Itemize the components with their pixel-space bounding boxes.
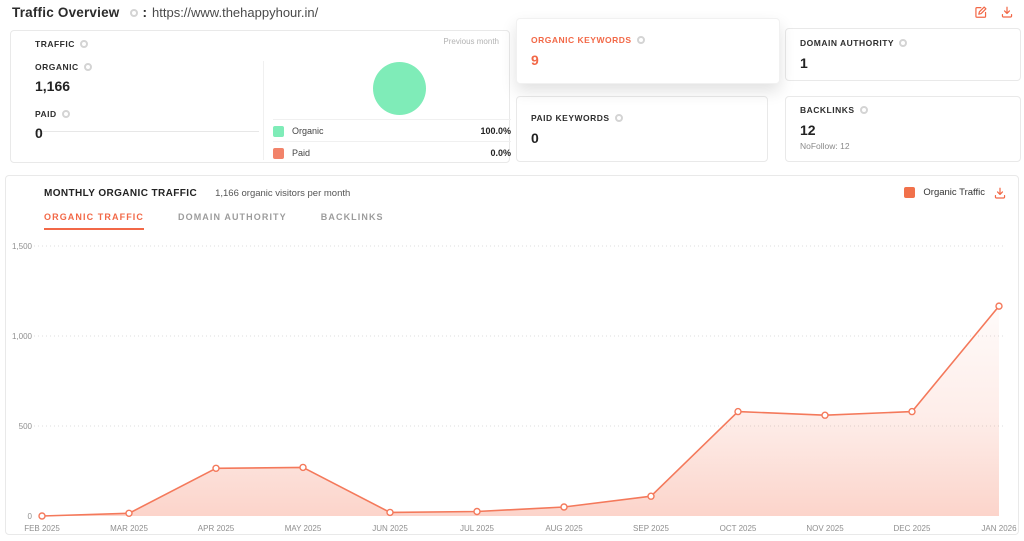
- organic-swatch: [273, 125, 284, 137]
- download-chart-icon[interactable]: [993, 186, 1006, 199]
- paid-label: PAID: [35, 109, 70, 119]
- previous-month-label: Previous month: [443, 37, 499, 46]
- svg-text:APR 2025: APR 2025: [198, 524, 235, 533]
- chart-tabs: ORGANIC TRAFFIC DOMAIN AUTHORITY BACKLIN…: [44, 212, 384, 230]
- pie-legend-organic: Organic 100.0%: [273, 119, 511, 142]
- svg-text:NOV 2025: NOV 2025: [806, 524, 844, 533]
- organic-value: 1,166: [35, 78, 71, 94]
- organic-traffic-swatch: [904, 187, 916, 198]
- paid-value: 0: [35, 125, 43, 141]
- svg-text:AUG 2025: AUG 2025: [545, 524, 583, 533]
- info-icon[interactable]: [899, 39, 908, 47]
- traffic-pie-chart: [373, 62, 426, 115]
- svg-text:1,000: 1,000: [12, 332, 33, 341]
- tab-backlinks[interactable]: BACKLINKS: [320, 212, 384, 222]
- site-url: https://www.thehappyhour.in/: [152, 5, 319, 20]
- monthly-organic-traffic-card: MONTHLY ORGANIC TRAFFIC 1,166 organic vi…: [5, 175, 1019, 535]
- domain-authority-value: 1: [800, 55, 808, 71]
- paid-keywords-value: 0: [531, 130, 539, 146]
- svg-text:MAY 2025: MAY 2025: [285, 524, 322, 533]
- info-icon[interactable]: [859, 106, 868, 114]
- traffic-card: TRAFFIC Previous month ORGANIC 1,166 PAI…: [10, 30, 511, 164]
- organic-keywords-card[interactable]: ORGANIC KEYWORDS 9: [516, 18, 780, 84]
- traffic-label: TRAFFIC: [35, 39, 88, 49]
- url-separator: :: [142, 5, 148, 20]
- svg-text:SEP 2025: SEP 2025: [633, 524, 669, 533]
- info-icon[interactable]: [614, 114, 623, 122]
- domain-authority-label: DOMAIN AUTHORITY: [800, 38, 908, 48]
- backlinks-nofollow: NoFollow: 12: [800, 141, 850, 151]
- info-icon[interactable]: [61, 110, 70, 118]
- svg-text:500: 500: [19, 422, 33, 431]
- svg-text:OCT 2025: OCT 2025: [720, 524, 757, 533]
- paid-keywords-label: PAID KEYWORDS: [531, 113, 623, 123]
- svg-text:DEC 2025: DEC 2025: [894, 524, 931, 533]
- svg-text:0: 0: [28, 512, 33, 521]
- organic-traffic-legend-label: Organic Traffic: [923, 187, 985, 198]
- info-icon[interactable]: [129, 8, 138, 17]
- info-icon[interactable]: [79, 40, 88, 48]
- tab-domain-authority[interactable]: DOMAIN AUTHORITY: [178, 212, 287, 222]
- divider: [263, 61, 264, 160]
- svg-text:JAN 2026: JAN 2026: [981, 524, 1017, 533]
- tab-organic-traffic[interactable]: ORGANIC TRAFFIC: [44, 212, 144, 230]
- info-icon[interactable]: [636, 36, 645, 44]
- organic-traffic-area-chart: 0 500 1,000 1,500 FEB 2025 MAR 2025 APR 2025 MA…: [6, 239, 1018, 537]
- svg-text:MAR 2025: MAR 2025: [110, 524, 148, 533]
- page-header: Traffic Overview : https://www.thehappyh…: [0, 0, 1024, 27]
- monthly-title: MONTHLY ORGANIC TRAFFIC: [44, 188, 198, 199]
- backlinks-card[interactable]: BACKLINKS 12 NoFollow: 12: [785, 96, 1021, 162]
- paid-swatch: [273, 147, 284, 159]
- paid-keywords-card[interactable]: PAID KEYWORDS 0: [516, 96, 768, 162]
- backlinks-value: 12: [800, 122, 816, 138]
- info-icon[interactable]: [83, 63, 92, 71]
- divider: [35, 131, 259, 132]
- pie-legend-paid: Paid 0.0%: [273, 141, 511, 164]
- svg-text:FEB 2025: FEB 2025: [24, 524, 60, 533]
- organic-label: ORGANIC: [35, 62, 92, 72]
- svg-text:JUN 2025: JUN 2025: [372, 524, 408, 533]
- domain-authority-card[interactable]: DOMAIN AUTHORITY 1: [785, 28, 1021, 81]
- organic-keywords-label: ORGANIC KEYWORDS: [531, 35, 645, 45]
- svg-text:JUL 2025: JUL 2025: [460, 524, 495, 533]
- organic-keywords-value: 9: [531, 52, 539, 68]
- download-icon[interactable]: [1000, 5, 1014, 19]
- page-title: Traffic Overview: [12, 5, 120, 20]
- backlinks-label: BACKLINKS: [800, 105, 868, 115]
- monthly-subtitle: 1,166 organic visitors per month: [215, 188, 351, 199]
- edit-icon[interactable]: [974, 5, 988, 19]
- svg-text:1,500: 1,500: [12, 242, 33, 251]
